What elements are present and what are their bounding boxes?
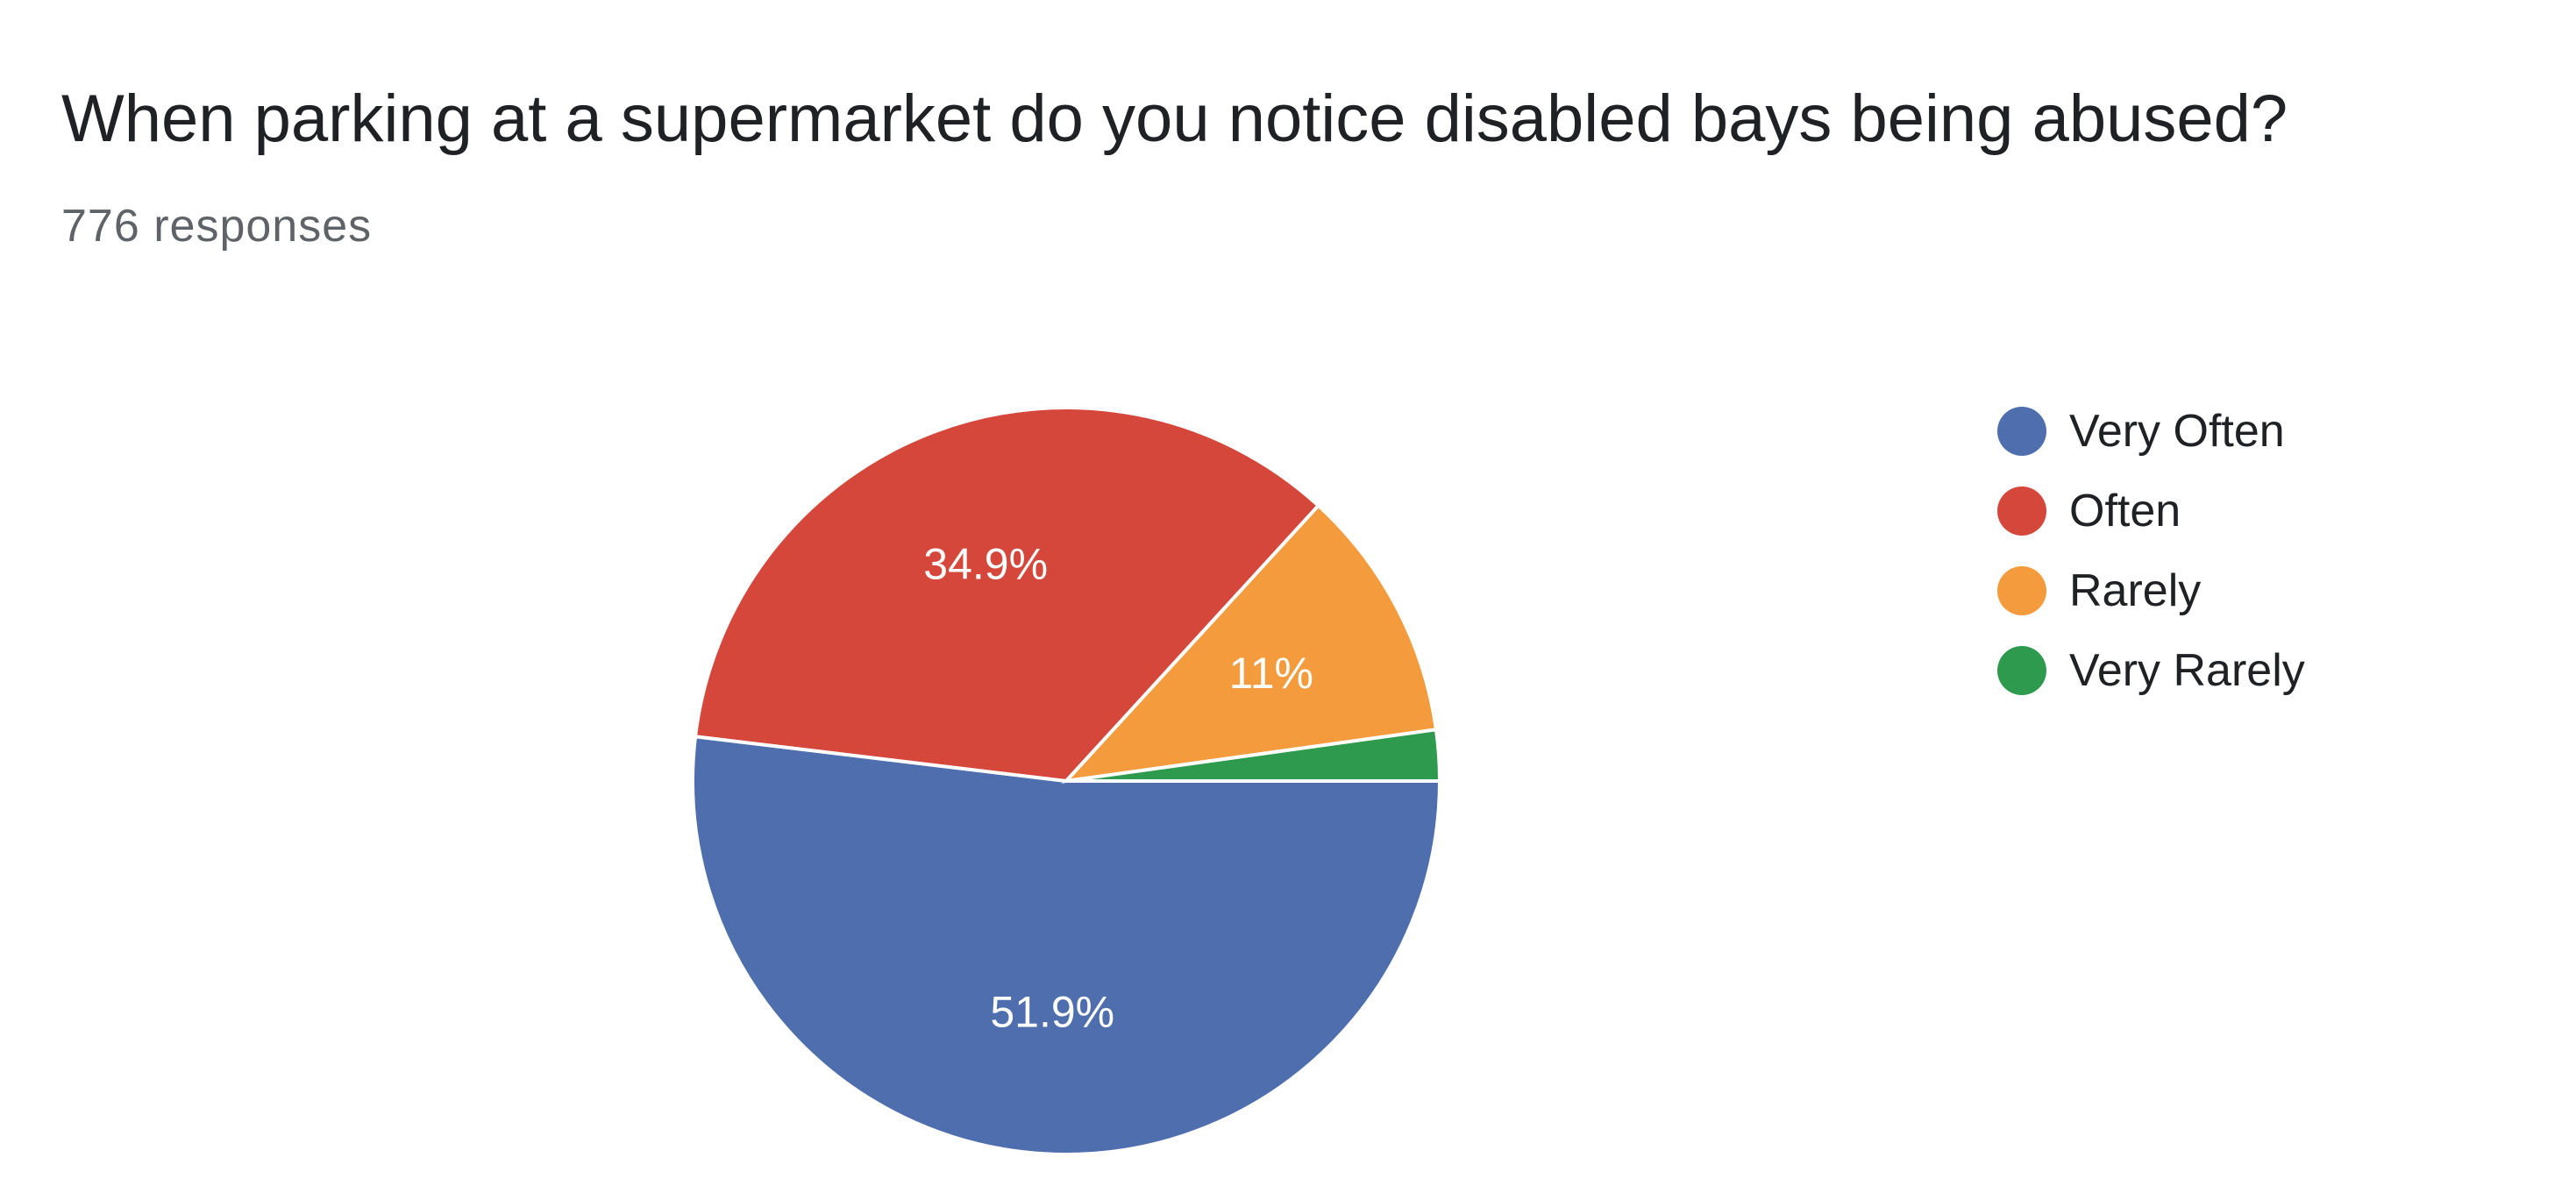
pie-slices <box>691 406 1442 1156</box>
response-count: 776 responses <box>61 201 373 252</box>
legend-label-very-rarely: Very Rarely <box>2069 645 2305 696</box>
legend-label-very-often: Very Often <box>2069 406 2285 457</box>
pie-slice-very-rarely[interactable] <box>1065 728 1442 783</box>
pie-slice-labels: 51.9% 34.9% 11% <box>923 539 1313 1036</box>
legend-marker-very-rarely <box>1997 646 2046 695</box>
legend-label-often: Often <box>2069 486 2181 536</box>
slice-label-rarely: 11% <box>1229 649 1313 698</box>
slice-label-often: 34.9% <box>923 539 1048 588</box>
legend-marker-very-often <box>1997 407 2046 456</box>
chart-legend: Very Often Often Rarely Very Rarely <box>1997 406 2305 696</box>
legend-label-rarely: Rarely <box>2069 565 2201 616</box>
slice-label-very-often: 51.9% <box>990 988 1114 1037</box>
pie-slice-rarely[interactable] <box>1061 502 1439 784</box>
pie-slice-often[interactable] <box>693 406 1321 784</box>
pie-slice-very-often[interactable] <box>691 735 1442 1156</box>
chart-title: When parking at a supermarket do you not… <box>61 82 2288 156</box>
legend-marker-rarely <box>1997 566 2046 615</box>
legend-marker-often <box>1997 486 2046 536</box>
